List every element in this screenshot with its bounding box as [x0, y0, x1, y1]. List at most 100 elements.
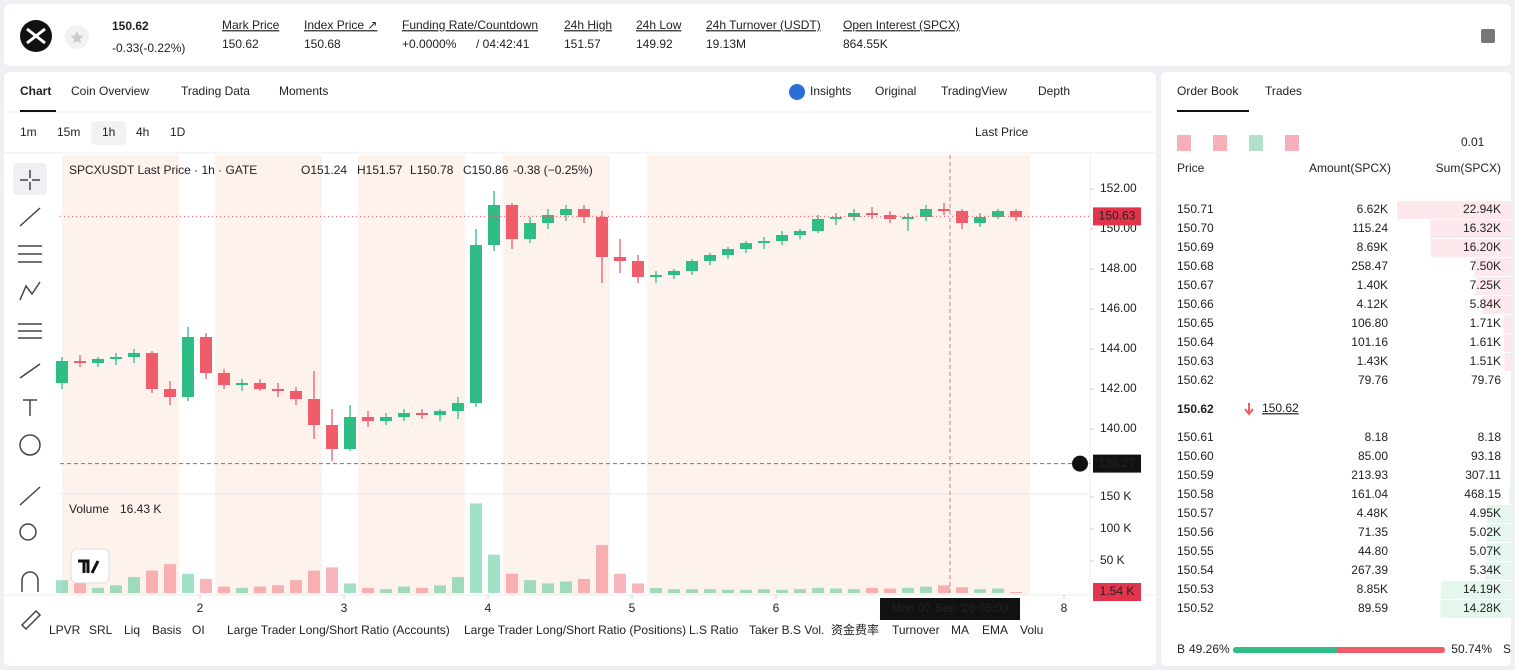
- candle-body: [865, 213, 878, 215]
- candle-body: [542, 215, 555, 223]
- candle-body: [470, 245, 483, 403]
- candle-body: [739, 243, 752, 249]
- indicator-tab[interactable]: MA: [951, 623, 969, 637]
- book-view-icon[interactable]: [1213, 135, 1227, 151]
- y-tick-label: 146.00: [1100, 301, 1137, 315]
- book-view-icon[interactable]: [1249, 135, 1263, 151]
- ohlc-value: O151.24: [301, 163, 347, 177]
- crosshair-add[interactable]: [1072, 455, 1088, 472]
- book-view-icon[interactable]: [1177, 135, 1191, 151]
- y-tick-label: 140.00: [1100, 421, 1137, 435]
- candle-body: [146, 353, 159, 389]
- view-tab[interactable]: TradingView: [941, 84, 1007, 98]
- candle-body: [775, 235, 788, 241]
- settings-icon[interactable]: [1481, 29, 1495, 43]
- indicator-tab[interactable]: Large Trader Long/Short Ratio (Positions…: [464, 623, 686, 637]
- interval[interactable]: 15m: [57, 125, 80, 139]
- view-tab[interactable]: Original: [875, 84, 916, 98]
- volume-tick-label: 100 K: [1100, 521, 1131, 535]
- indicator-tab[interactable]: L.S Ratio: [689, 623, 739, 637]
- panel-tab[interactable]: Chart: [20, 84, 51, 98]
- volume-bar: [434, 585, 447, 593]
- indicator-tab[interactable]: SRL: [89, 623, 113, 637]
- book-view-icon[interactable]: [1285, 135, 1299, 151]
- top-bar: [4, 4, 1511, 66]
- depth-bar: [1510, 467, 1512, 485]
- drawing-toolbar[interactable]: [13, 163, 47, 631]
- interval[interactable]: 1m: [20, 125, 37, 139]
- candle-body: [488, 205, 501, 245]
- indicator-tab[interactable]: Liq: [124, 623, 140, 637]
- ohlc-value: C150.86: [463, 163, 509, 177]
- book-tab[interactable]: Order Book: [1177, 84, 1239, 98]
- book-price: 150.61: [1177, 430, 1214, 444]
- ohlc-value: L150.78: [410, 163, 454, 177]
- volume-bar: [829, 588, 842, 593]
- indicator-tab[interactable]: OI: [192, 623, 205, 637]
- book-amount: 4.12K: [1357, 297, 1388, 311]
- indicator-tab[interactable]: Basis: [152, 623, 181, 637]
- indicator-tab[interactable]: Large Trader Long/Short Ratio (Accounts): [227, 623, 450, 637]
- volume-bar: [398, 586, 411, 593]
- stat-label: Index Price ↗: [304, 18, 377, 32]
- volume-bar: [164, 564, 177, 593]
- tick-size[interactable]: 0.01: [1461, 135, 1485, 149]
- book-price: 150.58: [1177, 487, 1214, 501]
- volume-bar: [218, 586, 231, 593]
- book-amount: 79.76: [1358, 373, 1388, 387]
- depth-bar: [1503, 315, 1512, 333]
- buy-letter: B: [1177, 642, 1185, 656]
- panel-tab[interactable]: Trading Data: [181, 84, 250, 98]
- depth-bar: [1486, 543, 1512, 561]
- book-price: 150.69: [1177, 240, 1214, 254]
- volume-bar: [901, 587, 914, 593]
- candle-body: [919, 209, 932, 217]
- candle-body: [560, 209, 572, 215]
- volume-bar: [667, 589, 680, 593]
- volume-label: Volume: [69, 502, 109, 516]
- volume-bar: [991, 588, 1004, 593]
- view-tab[interactable]: Insights: [810, 84, 851, 98]
- interval[interactable]: 1h: [102, 125, 115, 139]
- volume-bar: [290, 580, 303, 593]
- depth-bar: [1486, 524, 1512, 542]
- candle-body: [308, 399, 321, 425]
- book-price: 150.67: [1177, 278, 1214, 292]
- volume-bar: [182, 573, 195, 593]
- book-amount: 44.80: [1358, 544, 1388, 558]
- indicator-tab[interactable]: Taker B.S Vol.: [749, 623, 824, 637]
- book-price: 150.57: [1177, 506, 1214, 520]
- indicator-tab[interactable]: Turnover: [892, 623, 940, 637]
- stat-label: 24h High: [564, 18, 612, 32]
- book-amount: 6.62K: [1357, 202, 1388, 216]
- candle-body: [524, 223, 537, 239]
- indicator-tab[interactable]: Volu: [1020, 623, 1043, 637]
- candle-body: [290, 391, 303, 399]
- book-sum: 16.32K: [1463, 221, 1501, 235]
- panel-tab[interactable]: Coin Overview: [71, 84, 149, 98]
- view-tab[interactable]: Depth: [1038, 84, 1070, 98]
- price-type[interactable]: Last Price: [975, 125, 1029, 139]
- volume-bar: [757, 589, 770, 593]
- book-sum: 1.51K: [1470, 354, 1501, 368]
- depth-bar: [1504, 353, 1512, 371]
- x-tick-label: 3: [341, 601, 348, 615]
- book-price: 150.70: [1177, 221, 1214, 235]
- book-price: 150.60: [1177, 449, 1214, 463]
- book-sum: 14.19K: [1463, 582, 1501, 596]
- indicator-tab[interactable]: 资金费率: [831, 622, 879, 637]
- panel-tab[interactable]: Moments: [279, 84, 328, 98]
- stat-label: Mark Price: [222, 18, 280, 32]
- interval[interactable]: 4h: [136, 125, 149, 139]
- interval[interactable]: 1D: [170, 125, 186, 139]
- indicator-tab[interactable]: LPVR: [49, 623, 81, 637]
- book-tab[interactable]: Trades: [1265, 84, 1302, 98]
- candle-body: [667, 271, 680, 275]
- x-tick-label: 6: [773, 601, 780, 615]
- candle-body: [757, 241, 770, 243]
- volume-bar: [92, 587, 105, 593]
- volume-bar: [56, 580, 69, 593]
- stat-label: 24h Turnover (USDT): [706, 18, 821, 32]
- candle-body: [164, 389, 177, 397]
- indicator-tab[interactable]: EMA: [982, 623, 1008, 637]
